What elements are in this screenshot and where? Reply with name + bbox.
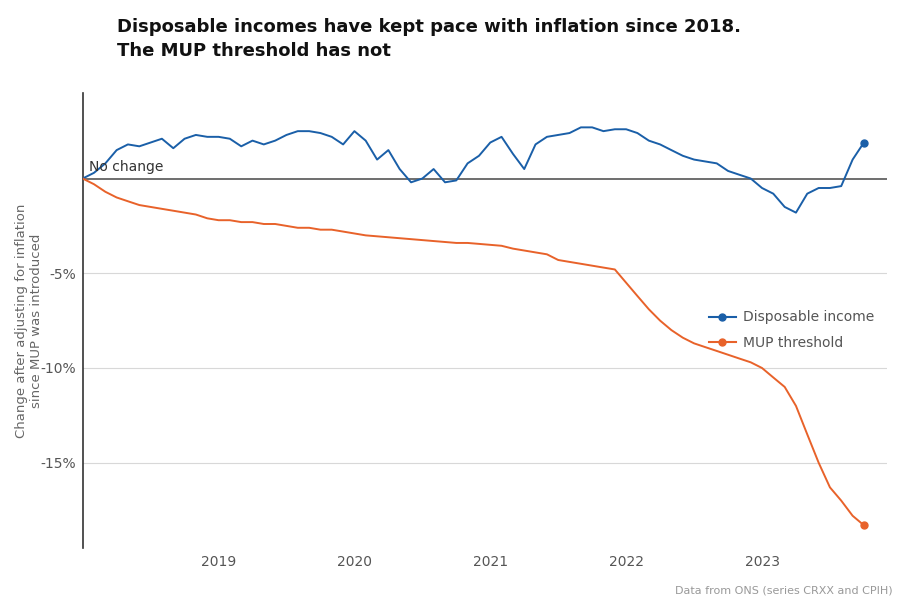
Legend: Disposable income, MUP threshold: Disposable income, MUP threshold xyxy=(703,305,880,355)
Text: Disposable incomes have kept pace with inflation since 2018.
The MUP threshold h: Disposable incomes have kept pace with i… xyxy=(117,18,741,60)
Text: Data from ONS (series CRXX and CPIH): Data from ONS (series CRXX and CPIH) xyxy=(676,586,893,596)
Y-axis label: Change after adjusting for inflation
since MUP was introduced: Change after adjusting for inflation sin… xyxy=(15,203,43,438)
Text: No change: No change xyxy=(89,160,164,174)
